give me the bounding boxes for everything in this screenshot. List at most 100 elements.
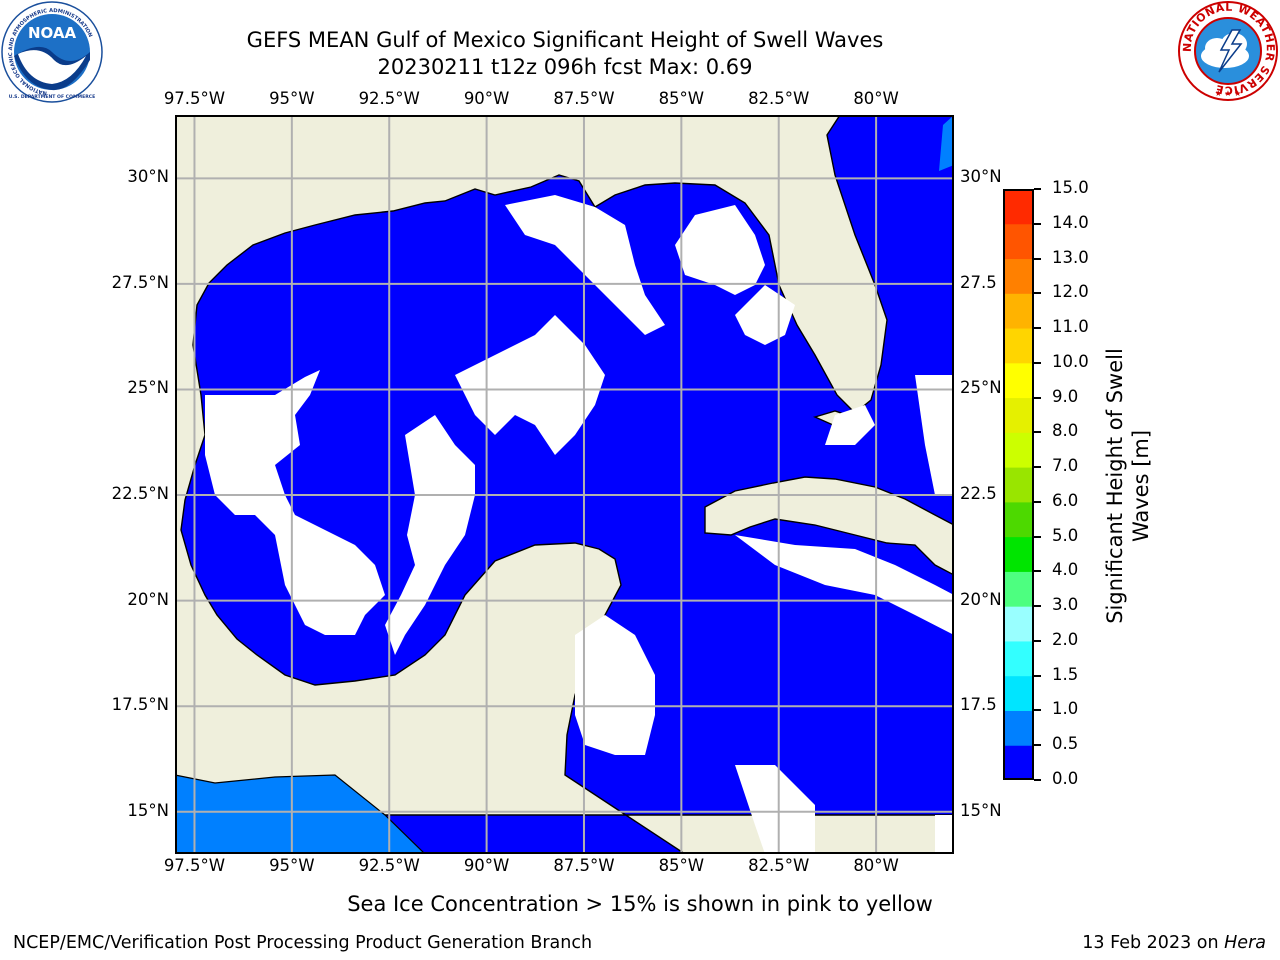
colorbar-tick-label-5: 3.0: [1052, 595, 1079, 615]
lat-tick-right-4: 20°N: [960, 589, 1002, 609]
colorbar-tick-label-1: 0.5: [1052, 734, 1079, 754]
lat-tick-left-6: 15°N: [127, 800, 169, 820]
colorbar-tick-label-4: 2.0: [1052, 629, 1079, 649]
map-frame: [175, 115, 954, 854]
lat-tick-left-1: 27.5°N: [111, 272, 169, 292]
colorbar-segment-16: [1003, 189, 1034, 225]
colorbar-tick-mark-3: [1034, 674, 1041, 677]
colorbar-tick-label-11: 9.0: [1052, 386, 1079, 406]
colorbar-segment-0: [1003, 745, 1034, 780]
sea-ice-notice: Sea Ice Concentration > 15% is shown in …: [347, 892, 933, 916]
colorbar: [1003, 189, 1034, 780]
lat-tick-left-0: 30°N: [127, 167, 169, 187]
lon-tick-bottom-4: 87.5°W: [553, 856, 615, 875]
colorbar-segment-1: [1003, 710, 1034, 746]
footer-date: 13 Feb 2023 on Hera: [1082, 932, 1266, 954]
colorbar-tick-mark-8: [1034, 500, 1041, 503]
colorbar-tick-label-14: 12.0: [1052, 282, 1089, 302]
lon-tick-top-6: 82.5°W: [748, 89, 810, 108]
colorbar-tick-label-9: 7.0: [1052, 456, 1079, 476]
lon-tick-top-7: 80°W: [853, 89, 899, 108]
colorbar-segment-12: [1003, 328, 1034, 364]
svg-text:★ ★ ★: ★ ★ ★: [1215, 89, 1242, 98]
noaa-logo: NOAA NATIONAL OCEANIC AND ATMOSPHERIC AD…: [1, 1, 103, 103]
colorbar-tick-label-17: 15.0: [1052, 178, 1089, 197]
colorbar-tick-label-10: 8.0: [1052, 421, 1079, 441]
footer-credit: NCEP/EMC/Verification Post Processing Pr…: [13, 933, 593, 953]
colorbar-tick-label-0: 0.0: [1052, 769, 1079, 788]
colorbar-tick-mark-6: [1034, 570, 1041, 573]
lat-tick-right-0: 30°N: [960, 167, 1002, 187]
colorbar-tick-mark-7: [1034, 535, 1041, 538]
colorbar-segment-13: [1003, 293, 1034, 329]
colorbar-tick-label-15: 13.0: [1052, 247, 1089, 267]
footer-host: Hera: [1224, 933, 1266, 953]
colorbar-tick-mark-17: [1034, 188, 1041, 190]
colorbar-segment-6: [1003, 536, 1034, 572]
colorbar-tick-label-16: 14.0: [1052, 212, 1089, 232]
lon-tick-top-3: 90°W: [463, 89, 510, 108]
colorbar-tick-mark-4: [1034, 639, 1041, 642]
lon-tick-bottom-7: 80°W: [853, 856, 899, 875]
colorbar-tick-mark-2: [1034, 709, 1041, 712]
colorbar-segment-5: [1003, 571, 1034, 607]
lon-tick-top-5: 85°W: [658, 89, 705, 108]
colorbar-segment-14: [1003, 258, 1034, 294]
colorbar-tick-label-3: 1.5: [1052, 664, 1079, 684]
lon-tick-top-1: 95°W: [269, 89, 315, 108]
footer-date-text: 13 Feb 2023 on: [1082, 933, 1225, 953]
colorbar-segment-9: [1003, 432, 1034, 468]
lat-tick-left-4: 20°N: [127, 589, 169, 609]
colorbar-segment-2: [1003, 675, 1034, 711]
colorbar-tick-mark-5: [1034, 605, 1041, 608]
colorbar-segment-15: [1003, 223, 1034, 260]
lon-tick-top-2: 92.5°W: [358, 89, 420, 108]
colorbar-tick-mark-15: [1034, 257, 1041, 260]
colorbar-frame: [1003, 189, 1034, 780]
lat-tick-left-2: 25°N: [127, 378, 169, 398]
ocean-atlantic-patch: [939, 115, 954, 171]
colorbar-tick-label-13: 11.0: [1052, 317, 1089, 337]
colorbar-segment-11: [1003, 362, 1034, 399]
lat-tick-right-2: 25°N: [960, 378, 1002, 398]
svg-text:U.S. DEPARTMENT OF COMMERCE: U.S. DEPARTMENT OF COMMERCE: [9, 94, 96, 100]
colorbar-tick-mark-14: [1034, 292, 1041, 295]
colorbar-tick-mark-16: [1034, 222, 1041, 225]
colorbar-tick-mark-11: [1034, 396, 1041, 399]
lat-tick-left-3: 22.5°N: [111, 484, 169, 504]
lon-tick-bottom-2: 92.5°W: [358, 856, 420, 875]
lon-tick-bottom-5: 85°W: [658, 856, 705, 875]
colorbar-tick-mark-9: [1034, 466, 1041, 469]
lon-tick-bottom-1: 95°W: [269, 856, 315, 875]
lon-tick-top-4: 87.5°W: [553, 89, 615, 108]
colorbar-segment-10: [1003, 397, 1034, 433]
colorbar-segment-4: [1003, 606, 1034, 642]
colorbar-tick-mark-10: [1034, 431, 1041, 434]
lat-tick-left-5: 17.5°N: [111, 695, 169, 715]
nws-logo: NATIONAL WEATHER SERVICE ★ ★ ★: [1178, 1, 1278, 101]
lat-tick-right-5: 17.5: [960, 695, 997, 715]
colorbar-tick-mark-12: [1034, 361, 1041, 364]
colorbar-tick-label-8: 6.0: [1052, 490, 1079, 510]
lat-tick-right-3: 22.5: [960, 484, 997, 504]
lon-tick-bottom-3: 90°W: [463, 856, 510, 875]
colorbar-tick-label-2: 1.0: [1052, 699, 1079, 719]
svg-text:NOAA: NOAA: [28, 24, 77, 42]
colorbar-tick-label-12: 10.0: [1052, 351, 1089, 371]
colorbar-tick-mark-1: [1034, 744, 1041, 747]
lat-tick-right-6: 15°N: [960, 800, 1002, 820]
lon-tick-top-0: 97.5°W: [163, 89, 226, 108]
ocean-pacific-corner: [175, 774, 426, 854]
colorbar-segment-3: [1003, 640, 1034, 677]
colorbar-segment-8: [1003, 467, 1034, 503]
colorbar-label: Significant Height of Swell Waves [m]: [1103, 348, 1153, 624]
land-cuba: [704, 476, 954, 576]
colorbar-tick-mark-0: [1034, 779, 1041, 781]
colorbar-tick-label-7: 5.0: [1052, 525, 1079, 545]
colorbar-tick-label-6: 4.0: [1052, 560, 1079, 580]
page-subtitle: 20230211 t12z 096h fcst Max: 0.69: [377, 55, 753, 79]
colorbar-segment-7: [1003, 501, 1034, 538]
map-gridlines: [175, 115, 954, 854]
lat-tick-right-1: 27.5: [960, 272, 997, 292]
lon-tick-bottom-6: 82.5°W: [748, 856, 810, 875]
